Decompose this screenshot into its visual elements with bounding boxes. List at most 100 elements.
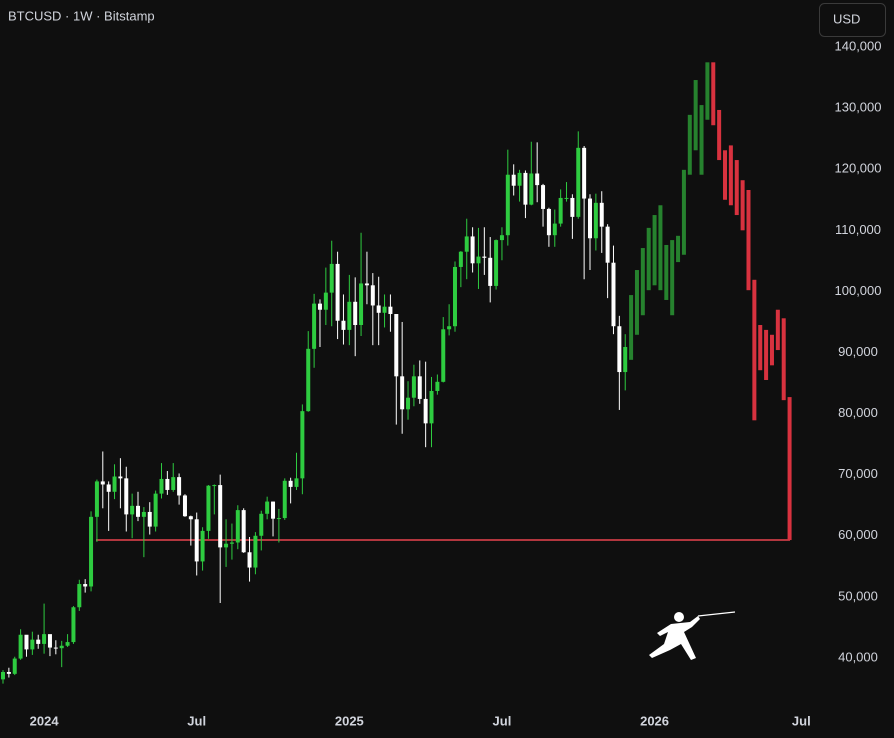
candle-body xyxy=(711,62,716,126)
candle-body xyxy=(47,634,52,648)
x-tick-label: 2025 xyxy=(335,713,364,728)
candle-body xyxy=(664,244,669,300)
candle-body xyxy=(781,318,786,401)
candle-body xyxy=(1,672,5,680)
candle-body xyxy=(746,189,751,291)
candle-body xyxy=(687,114,692,175)
candle-body xyxy=(734,160,739,216)
candle-body xyxy=(247,552,252,568)
candle-body xyxy=(758,325,763,371)
candle-body xyxy=(670,240,675,316)
candle-body xyxy=(511,174,516,186)
candle-body xyxy=(582,147,587,199)
candle-body xyxy=(629,295,634,360)
candle-body xyxy=(417,376,422,399)
candle-body xyxy=(505,174,510,236)
candle-body xyxy=(165,478,170,490)
candle-body xyxy=(529,173,534,205)
candle-body xyxy=(646,227,651,291)
candle-body xyxy=(224,543,229,548)
y-tick-label: 50,000 xyxy=(838,588,878,603)
series xyxy=(629,62,792,541)
candle-body xyxy=(241,510,246,553)
candle-body xyxy=(282,480,287,519)
candle-body xyxy=(200,530,205,562)
candle-body xyxy=(124,478,129,515)
candle-body xyxy=(188,516,193,520)
candle-body xyxy=(89,516,94,587)
candle-body xyxy=(218,485,223,548)
candle-body xyxy=(53,647,58,649)
series xyxy=(1,131,628,684)
candle-body xyxy=(229,542,234,544)
currency-button[interactable] xyxy=(819,3,886,37)
candle-body xyxy=(18,634,23,659)
y-tick-label: 90,000 xyxy=(838,344,878,359)
candle-body xyxy=(364,283,369,286)
candle-body xyxy=(717,109,722,161)
currency-label[interactable]: USD xyxy=(833,11,860,26)
candle-body xyxy=(288,480,293,487)
candle-body xyxy=(605,226,610,263)
y-tick-label: 60,000 xyxy=(838,527,878,542)
candle-body xyxy=(382,306,387,313)
candle-body xyxy=(681,169,686,255)
candle-body xyxy=(118,476,123,479)
candle-body xyxy=(24,634,29,650)
candle-body xyxy=(141,511,146,517)
candle-body xyxy=(306,348,311,412)
candle-body xyxy=(159,478,164,494)
candle-body xyxy=(353,301,358,326)
candle-body xyxy=(323,292,328,310)
candle-body xyxy=(705,62,710,120)
candle-body xyxy=(182,495,187,517)
candle-body xyxy=(335,263,340,321)
candle-body xyxy=(458,251,463,267)
y-tick-label: 110,000 xyxy=(835,222,881,237)
candle-body xyxy=(488,257,493,286)
candle-body xyxy=(593,202,598,239)
candle-body xyxy=(235,510,240,543)
y-tick-label: 80,000 xyxy=(838,405,878,420)
candle-body xyxy=(476,256,481,264)
candle-body xyxy=(206,485,211,531)
candle-body xyxy=(147,511,152,527)
candle-body xyxy=(265,501,270,514)
candle-body xyxy=(341,320,346,330)
candle-body xyxy=(411,376,416,398)
candle-body xyxy=(634,270,639,335)
candle-body xyxy=(599,202,604,227)
candle-body xyxy=(212,485,217,487)
candle-body xyxy=(294,478,299,487)
candle-body xyxy=(153,493,158,527)
candle-body xyxy=(171,477,176,490)
candle-body xyxy=(546,208,551,236)
candle-body xyxy=(388,306,393,315)
candle-body xyxy=(317,303,322,310)
candle-body xyxy=(429,390,434,424)
y-tick-label: 130,000 xyxy=(835,100,882,115)
candle-body xyxy=(640,248,645,316)
candle-body xyxy=(59,645,64,649)
y-tick-label: 120,000 xyxy=(835,161,882,176)
candle-body xyxy=(94,481,99,517)
candle-body xyxy=(106,484,111,492)
candle-body xyxy=(42,634,47,644)
candle-body xyxy=(464,236,469,252)
candle-body xyxy=(570,197,575,217)
candle-body xyxy=(535,173,540,186)
candle-body xyxy=(435,381,440,391)
y-tick-label: 70,000 xyxy=(838,466,878,481)
y-tick-label: 100,000 xyxy=(835,283,882,298)
candle-body xyxy=(693,80,698,151)
candle-body xyxy=(65,642,70,646)
candle-body xyxy=(36,639,41,644)
candle-body xyxy=(787,397,792,541)
chart-title: BTCUSD · 1W · Bitstamp xyxy=(8,8,155,23)
candle-body xyxy=(253,535,258,568)
candle-body xyxy=(77,584,82,608)
candle-body xyxy=(177,477,182,496)
